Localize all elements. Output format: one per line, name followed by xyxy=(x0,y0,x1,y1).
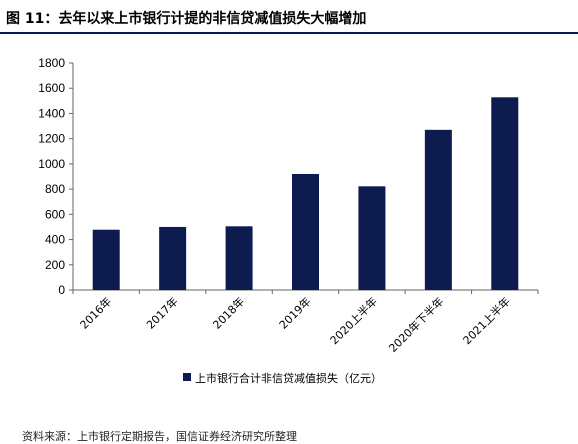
y-tick-label: 0 xyxy=(58,283,65,297)
bar xyxy=(424,129,452,290)
bar xyxy=(92,229,120,290)
y-axis: 0 200 400 600 800 1000 1200 1400 1600 1800 xyxy=(38,56,74,297)
x-tick-label: 2018年 xyxy=(210,294,247,331)
x-axis: 2016年 2017年 2018年 2019年 2020上半年 2020年下半年 2021上… xyxy=(72,289,539,355)
x-tick-label: 2021上半年 xyxy=(460,294,513,347)
figure-title: 图 11：去年以来上市银行计提的非信贷减值损失大幅增加 xyxy=(6,11,367,27)
x-tick-label: 2020上半年 xyxy=(327,294,380,347)
x-tick-label: 2016年 xyxy=(77,294,114,331)
bars xyxy=(92,97,519,291)
legend-label: 上市银行合计非信贷减值损失（亿元） xyxy=(195,371,382,385)
bar xyxy=(491,97,519,291)
x-tick-label: 2017年 xyxy=(143,294,180,331)
bar xyxy=(225,226,253,290)
x-tick-label: 2020年下半年 xyxy=(386,294,447,355)
x-tick-label: 2019年 xyxy=(276,294,313,331)
y-tick-label: 1600 xyxy=(38,81,65,95)
y-tick-label: 400 xyxy=(45,233,65,247)
y-tick-label: 600 xyxy=(45,207,65,221)
y-tick-label: 1400 xyxy=(38,106,65,120)
title-divider xyxy=(0,32,578,34)
y-tick-label: 1800 xyxy=(38,56,65,70)
bar xyxy=(358,186,386,290)
legend: 上市银行合计非信贷减值损失（亿元） xyxy=(183,371,382,385)
y-tick-label: 1200 xyxy=(38,132,65,146)
source-note: 资料来源：上市银行定期报告，国信证券经济研究所整理 xyxy=(22,430,297,443)
bar xyxy=(159,226,187,290)
bar xyxy=(292,173,319,290)
y-tick-label: 200 xyxy=(45,258,65,272)
y-tick-label: 1000 xyxy=(38,157,65,171)
legend-swatch xyxy=(183,373,191,381)
y-tick-label: 800 xyxy=(45,182,65,196)
